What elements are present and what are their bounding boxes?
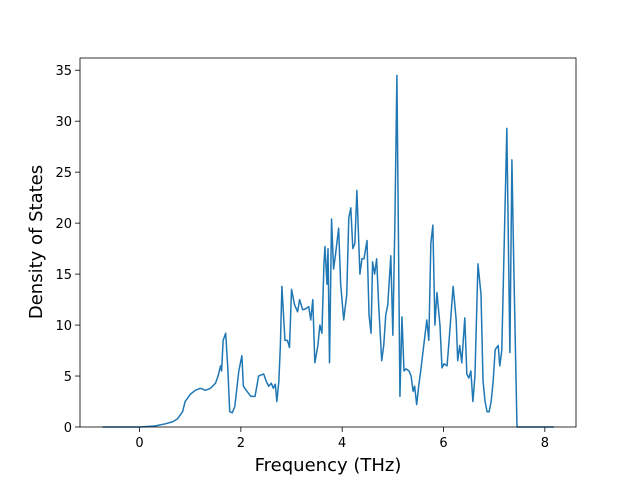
y-tick-label: 0 <box>64 421 72 436</box>
y-tick-label: 35 <box>55 64 72 79</box>
y-tick-label: 15 <box>55 268 72 283</box>
line <box>102 74 554 428</box>
y-tick-label: 10 <box>55 319 72 334</box>
y-tick-label: 20 <box>55 217 72 232</box>
x-tick-label: 2 <box>237 436 245 451</box>
x-tick-label: 0 <box>135 436 143 451</box>
x-tick-label: 4 <box>338 436 346 451</box>
y-tick-label: 25 <box>55 166 72 181</box>
plot-frame <box>79 57 577 428</box>
y-axis-label: Density of States <box>26 165 47 319</box>
x-tick-label: 6 <box>439 436 447 451</box>
y-tick-label: 30 <box>55 115 72 130</box>
x-tick-label: 8 <box>541 436 549 451</box>
y-tick-label: 5 <box>64 370 72 385</box>
x-axis-label: Frequency (THz) <box>255 455 402 476</box>
